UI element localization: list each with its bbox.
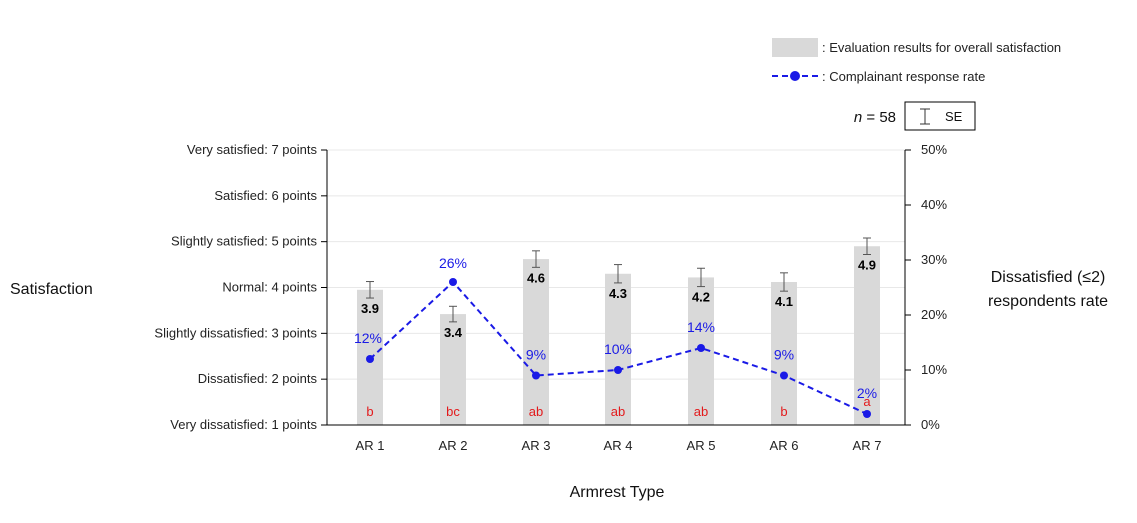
bar — [771, 282, 797, 425]
x-axis-title: Armrest Type — [570, 484, 665, 501]
left-tick-label: Dissatisfied: 2 points — [198, 371, 318, 386]
x-tick-label: AR 6 — [770, 438, 799, 453]
right-axis-title-line: Dissatisfied (≤2) — [991, 269, 1106, 286]
x-tick-label: AR 1 — [356, 438, 385, 453]
rate-point — [697, 344, 705, 352]
right-axis-title-line: respondents rate — [988, 293, 1108, 310]
rate-point — [614, 366, 622, 374]
x-tick-label: AR 7 — [853, 438, 882, 453]
rate-value-label: 26% — [439, 255, 467, 271]
x-tick-label: AR 2 — [439, 438, 468, 453]
rate-point — [780, 371, 788, 380]
legend-line-label: : Complainant response rate — [822, 69, 985, 84]
left-tick-label: Satisfied: 6 points — [214, 188, 317, 203]
bar — [440, 314, 466, 425]
right-tick-label: 50% — [921, 142, 947, 157]
right-tick-label: 30% — [921, 252, 947, 267]
right-tick-label: 20% — [921, 307, 947, 322]
significance-letter: ab — [694, 404, 708, 419]
bar-value-label: 3.9 — [361, 301, 379, 316]
rate-value-label: 2% — [857, 385, 877, 401]
rate-point — [863, 410, 871, 418]
se-legend-label: SE — [945, 109, 963, 124]
bar — [523, 259, 549, 425]
rate-point — [449, 278, 457, 286]
left-axis-title: Satisfaction — [10, 281, 93, 298]
x-tick-label: AR 3 — [522, 438, 551, 453]
rate-value-label: 12% — [354, 330, 382, 346]
bar-value-label: 4.6 — [527, 270, 545, 285]
bar-value-label: 4.3 — [609, 286, 627, 301]
legend-bar-swatch — [772, 38, 818, 57]
significance-letter: a — [863, 394, 871, 409]
bar-value-label: 4.9 — [858, 258, 876, 273]
bar — [605, 273, 631, 425]
x-tick-label: AR 4 — [604, 438, 633, 453]
rate-value-label: 14% — [687, 319, 715, 335]
x-tick-label: AR 5 — [687, 438, 716, 453]
legend-line-marker — [790, 71, 800, 81]
rate-value-label: 10% — [604, 341, 632, 357]
significance-letter: b — [780, 404, 787, 419]
significance-letter: ab — [611, 404, 625, 419]
right-tick-label: 0% — [921, 417, 940, 432]
rate-value-label: 9% — [774, 347, 794, 363]
left-tick-label: Very satisfied: 7 points — [187, 142, 318, 157]
right-tick-label: 10% — [921, 362, 947, 377]
right-tick-label: 40% — [921, 197, 947, 212]
bar — [854, 246, 880, 425]
sample-size-value: = 58 — [862, 109, 896, 126]
left-tick-label: Normal: 4 points — [222, 280, 317, 295]
rate-value-label: 9% — [526, 347, 546, 363]
se-legend-box — [904, 101, 976, 131]
left-tick-label: Slightly satisfied: 5 points — [171, 234, 317, 249]
legend-bar-label: : Evaluation results for overall satisfa… — [822, 40, 1061, 55]
sample-size-text: n = 58 — [854, 109, 896, 126]
significance-letter: ab — [529, 404, 543, 419]
rate-point — [532, 371, 540, 380]
left-tick-label: Slightly dissatisfied: 3 points — [154, 325, 317, 340]
significance-letter: b — [366, 404, 373, 419]
rate-point — [366, 355, 374, 363]
left-tick-label: Very dissatisfied: 1 points — [170, 417, 317, 432]
bar-value-label: 4.1 — [775, 294, 793, 309]
bar-value-label: 4.2 — [692, 290, 710, 305]
sample-size-symbol: n — [854, 109, 862, 126]
bar-value-label: 3.4 — [444, 325, 463, 340]
significance-letter: bc — [446, 404, 460, 419]
